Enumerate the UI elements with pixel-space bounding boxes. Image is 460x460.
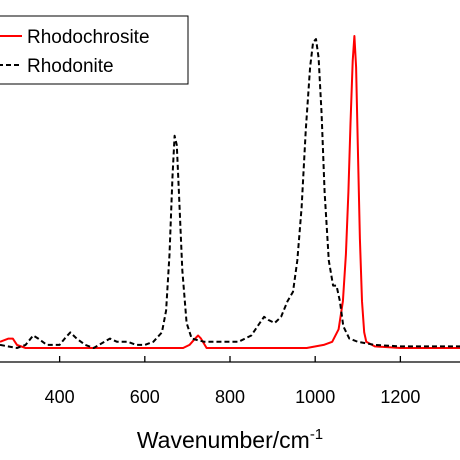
legend: Rhodochrosite Rhodonite	[0, 15, 189, 85]
x-tick-label: 1200	[380, 387, 420, 407]
series-line-rhodochrosite	[0, 35, 460, 349]
x-ticks: 400 600 800 1000 1200	[45, 356, 420, 407]
x-axis-title-superscript: -1	[310, 426, 323, 443]
x-axis-title: Wavenumber/cm-1	[137, 426, 323, 453]
series-layer	[0, 35, 460, 349]
x-tick-label: 400	[45, 387, 75, 407]
x-axis-title-text: Wavenumber/cm	[137, 427, 310, 453]
x-tick-label: 800	[215, 387, 245, 407]
series-line-rhodonite	[0, 38, 460, 349]
legend-label-rhodochrosite: Rhodochrosite	[27, 27, 150, 48]
legend-box	[0, 15, 189, 85]
legend-label-rhodonite: Rhodonite	[27, 56, 114, 77]
x-tick-label: 1000	[295, 387, 335, 407]
x-tick-label: 600	[130, 387, 160, 407]
